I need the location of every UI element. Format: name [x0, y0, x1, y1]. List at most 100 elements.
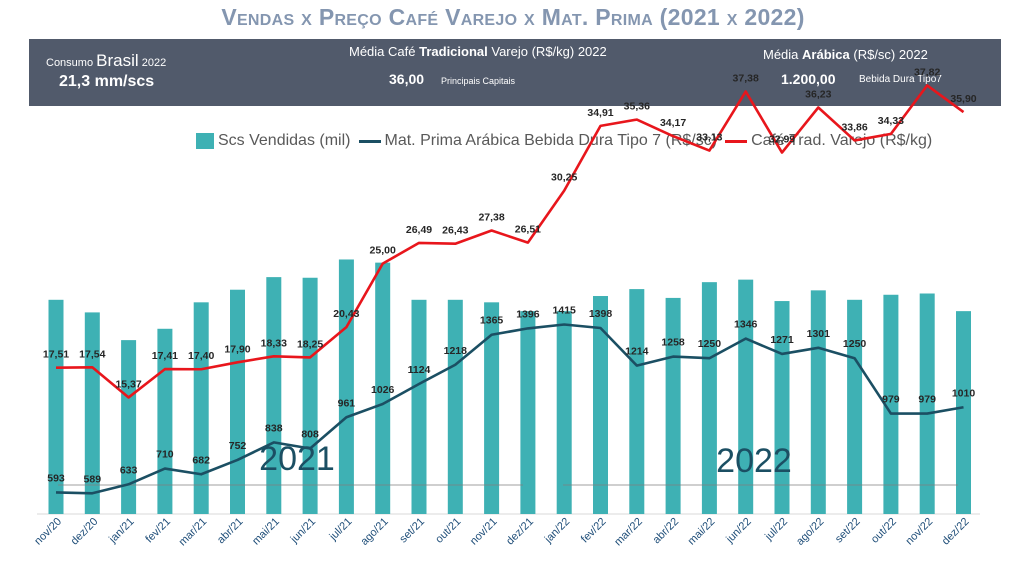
- consumo-prefix: Consumo: [46, 57, 94, 69]
- bar-scs-vendidas: [919, 293, 935, 514]
- bar-scs-vendidas: [629, 289, 645, 514]
- bar-scs-vendidas: [738, 279, 754, 514]
- label-varejo: 35,90: [950, 93, 976, 105]
- legend-swatch-materia-prima: [358, 139, 381, 143]
- media-arab-bold: Arábica: [802, 47, 850, 62]
- label-varejo: 26,49: [406, 224, 432, 236]
- label-materia-prima: 1250: [843, 338, 867, 350]
- media-tradicional-label: Média Café Tradicional Varejo (R$/kg) 20…: [349, 44, 607, 59]
- label-materia-prima: 1398: [589, 308, 613, 320]
- label-varejo: 17,40: [188, 350, 214, 362]
- bar-scs-vendidas: [193, 302, 209, 514]
- label-materia-prima: 961: [338, 397, 356, 409]
- media-arab-suffix: (R$/sc) 2022: [853, 47, 928, 62]
- bar-scs-vendidas: [520, 311, 536, 514]
- bar-scs-vendidas: [665, 297, 681, 514]
- media-trad-suffix: Varejo (R$/kg) 2022: [491, 44, 607, 59]
- label-varejo: 26,43: [442, 225, 468, 237]
- label-materia-prima: 589: [84, 473, 102, 485]
- x-tick-label: jun/21: [288, 516, 318, 546]
- bar-scs-vendidas: [556, 311, 572, 514]
- bar-scs-vendidas: [48, 299, 64, 514]
- bar-scs-vendidas: [157, 328, 173, 514]
- bar-scs-vendidas: [230, 289, 245, 514]
- label-varejo: 26,51: [515, 224, 541, 236]
- media-trad-bold: Tradicional: [419, 44, 488, 59]
- x-tick-label: dez/21: [504, 516, 536, 548]
- label-materia-prima: 1271: [770, 334, 794, 346]
- x-tick-label: mai/22: [686, 516, 718, 548]
- label-materia-prima: 1010: [952, 387, 976, 399]
- label-varejo: 25,00: [370, 245, 396, 257]
- label-materia-prima: 979: [882, 394, 900, 406]
- x-tick-label: mar/21: [177, 516, 210, 549]
- x-tick-label: jul/22: [762, 516, 790, 544]
- x-tick-label: jan/21: [106, 516, 136, 546]
- label-varejo: 37,82: [914, 66, 940, 78]
- bar-scs-vendidas: [847, 299, 863, 514]
- chart-title: Vendas x Preço Café Varejo x Mat. Prima …: [221, 4, 805, 30]
- x-tick-label: abr/22: [651, 516, 682, 547]
- label-varejo: 15,37: [115, 378, 141, 390]
- x-tick-label: mar/22: [612, 516, 645, 549]
- legend-item-materia-prima: Mat. Prima Arábica Bebida Dura Tipo 7 (R…: [358, 132, 717, 150]
- bar-scs-vendidas: [411, 299, 427, 514]
- label-varejo: 37,38: [733, 73, 759, 85]
- x-tick-label: jul/21: [327, 516, 355, 544]
- media-arabica-sub: Bebida Dura Tipo7: [859, 74, 942, 85]
- bar-scs-vendidas: [302, 277, 318, 514]
- x-tick-label: set/21: [397, 516, 427, 546]
- label-materia-prima: 808: [301, 429, 319, 441]
- label-varejo: 18,25: [297, 338, 323, 350]
- media-arabica-label: Média Arábica (R$/sc) 2022: [763, 47, 928, 62]
- consumo-year: 2022: [141, 57, 167, 69]
- consumo-country: Brasil: [96, 51, 139, 70]
- x-tick-label: mai/21: [250, 516, 282, 548]
- label-varejo: 17,51: [43, 349, 69, 361]
- bar-scs-vendidas: [121, 340, 137, 514]
- label-materia-prima: 1346: [734, 319, 758, 331]
- label-varejo: 18,33: [261, 337, 287, 349]
- consumo-label: Consumo Brasil 2022: [46, 51, 166, 71]
- label-varejo: 34,91: [587, 107, 613, 119]
- bar-scs-vendidas: [447, 299, 463, 514]
- label-varejo: 36,23: [805, 89, 831, 101]
- x-tick-label: ago/21: [359, 516, 391, 548]
- x-tick-label: fev/21: [143, 516, 173, 546]
- media-arabica-value: 1.200,00: [781, 71, 836, 87]
- legend-label-bars: Scs Vendidas (mil): [218, 132, 351, 149]
- label-varejo: 35,36: [624, 101, 650, 113]
- label-materia-prima: 633: [120, 464, 138, 476]
- bar-scs-vendidas: [266, 277, 282, 514]
- label-materia-prima: 1365: [480, 315, 504, 327]
- x-tick-label: out/21: [433, 516, 463, 546]
- summary-banner: Consumo Brasil 2022 21,3 mm/scs Média Ca…: [29, 39, 1001, 106]
- x-tick-label: abr/21: [215, 516, 246, 547]
- x-tick-label: out/22: [869, 516, 899, 546]
- x-tick-label: dez/20: [69, 516, 101, 548]
- label-materia-prima: 1124: [408, 364, 431, 376]
- label-varejo: 17,41: [152, 350, 178, 362]
- legend-swatch-bars: [196, 133, 214, 149]
- label-varejo: 27,38: [478, 212, 504, 224]
- bar-scs-vendidas: [338, 259, 354, 514]
- bar-scs-vendidas: [375, 262, 391, 514]
- x-tick-label: dez/22: [940, 516, 972, 548]
- label-materia-prima: 1415: [553, 305, 577, 317]
- line-varejo: [55, 84, 965, 399]
- label-materia-prima: 979: [918, 394, 936, 406]
- legend-item-bars: Scs Vendidas (mil): [196, 132, 351, 150]
- label-varejo: 34,33: [878, 115, 904, 127]
- x-tick-label: set/22: [833, 516, 863, 546]
- label-varejo: 34,17: [660, 117, 686, 129]
- label-materia-prima: 838: [265, 422, 283, 434]
- label-materia-prima: 1214: [625, 346, 649, 358]
- x-tick-label: jan/22: [542, 516, 572, 546]
- label-varejo: 30,25: [551, 172, 577, 184]
- label-materia-prima: 1026: [371, 384, 395, 396]
- label-varejo: 17,54: [79, 348, 105, 360]
- media-arab-prefix: Média: [763, 47, 799, 62]
- label-materia-prima: 1258: [661, 337, 685, 349]
- label-varejo: 32,99: [769, 134, 795, 146]
